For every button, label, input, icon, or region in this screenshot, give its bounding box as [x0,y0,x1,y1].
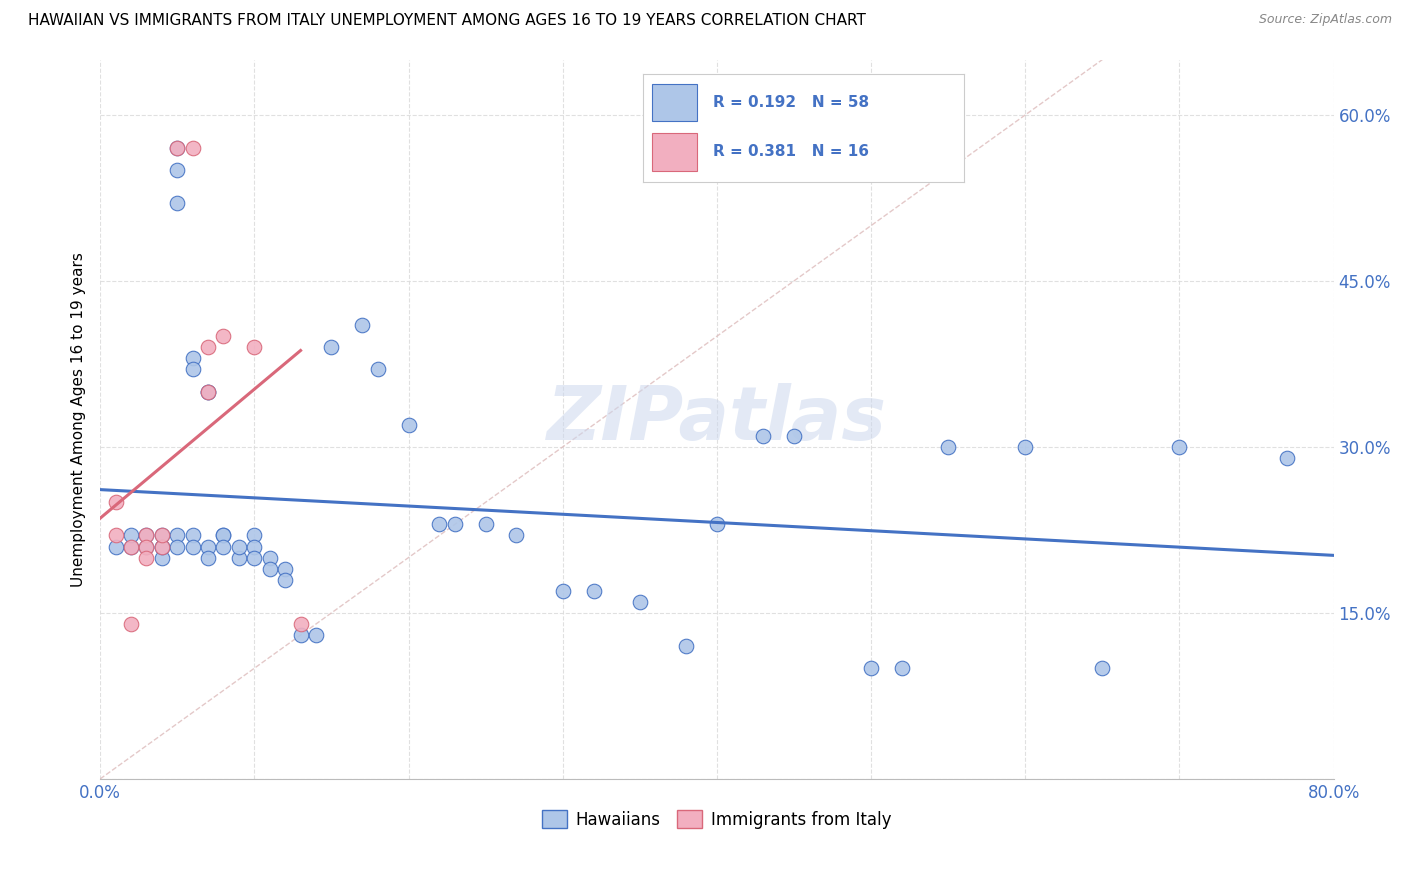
Point [212,528,235,542]
Point [197,384,219,399]
Point [551,583,574,598]
Point [120,617,142,632]
Point [706,517,728,532]
Point [181,540,204,554]
Point [150,528,173,542]
Point [212,540,235,554]
Point [582,583,605,598]
Point [352,318,374,333]
Point [104,540,127,554]
Point [212,329,235,343]
Point [398,417,420,432]
Point [1014,440,1036,454]
Point [243,540,266,554]
Point [120,540,142,554]
Point [181,141,204,155]
Point [150,540,173,554]
Point [1277,450,1299,465]
Point [752,429,775,443]
Point [474,517,496,532]
Point [290,617,312,632]
Point [197,540,219,554]
Point [505,528,527,542]
Point [166,540,188,554]
Text: ZIPatlas: ZIPatlas [547,383,887,456]
Point [243,550,266,565]
Point [150,550,173,565]
Point [166,196,188,211]
Point [1091,661,1114,675]
Point [628,595,651,609]
Point [150,528,173,542]
Point [166,528,188,542]
Point [860,661,883,675]
Point [181,362,204,376]
Point [197,384,219,399]
Point [212,528,235,542]
Point [135,550,157,565]
Y-axis label: Unemployment Among Ages 16 to 19 years: Unemployment Among Ages 16 to 19 years [72,252,86,587]
Text: HAWAIIAN VS IMMIGRANTS FROM ITALY UNEMPLOYMENT AMONG AGES 16 TO 19 YEARS CORRELA: HAWAIIAN VS IMMIGRANTS FROM ITALY UNEMPL… [28,13,866,29]
Point [120,528,142,542]
Point [166,141,188,155]
Point [135,528,157,542]
Point [120,540,142,554]
Point [1168,440,1191,454]
Point [135,540,157,554]
Point [259,550,281,565]
Point [228,540,250,554]
Point [321,340,343,354]
Point [166,163,188,178]
Point [135,528,157,542]
Point [243,528,266,542]
Text: Source: ZipAtlas.com: Source: ZipAtlas.com [1258,13,1392,27]
Point [783,429,806,443]
Point [181,351,204,366]
Point [150,540,173,554]
Point [104,528,127,542]
Point [166,141,188,155]
Point [367,362,389,376]
Point [443,517,465,532]
Point [305,628,328,642]
Point [936,440,959,454]
Point [150,540,173,554]
Point [228,550,250,565]
Point [197,340,219,354]
Point [197,384,219,399]
Point [135,540,157,554]
Point [675,639,697,653]
Point [274,573,297,587]
Point [197,550,219,565]
Point [259,562,281,576]
Point [104,495,127,509]
Point [890,661,912,675]
Point [243,340,266,354]
Point [427,517,450,532]
Point [274,562,297,576]
Point [290,628,312,642]
Legend: Hawaiians, Immigrants from Italy: Hawaiians, Immigrants from Italy [536,804,898,835]
Point [181,528,204,542]
